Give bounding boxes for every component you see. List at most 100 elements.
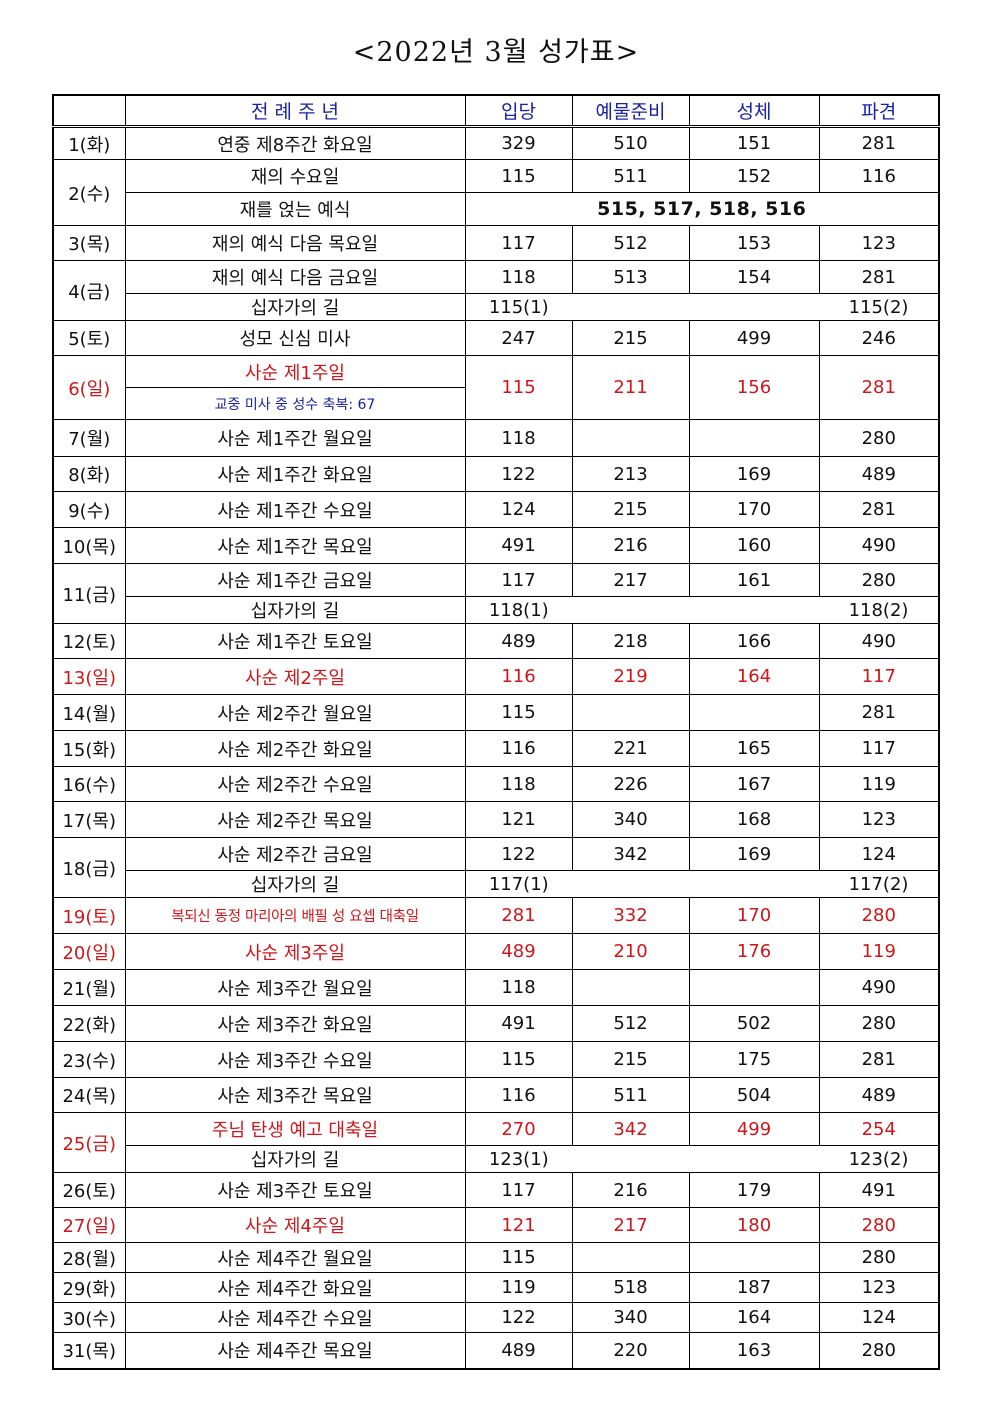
communion-cell [688,1242,820,1273]
date-cell: 4(금) [52,260,126,321]
empty-cell [572,1145,819,1173]
dismissal-cell: 246 [818,320,940,356]
entrance-cell: 118 [464,419,573,457]
date-cell: 22(화) [52,1005,126,1042]
way-of-cross-row: 십자가의 길 118(1) 118(2) [53,596,940,624]
header-date [52,94,126,128]
liturgy-cell: 사순 제1주간 월요일 [124,419,466,457]
communion-cell: 163 [688,1332,820,1369]
communion-cell [688,694,820,731]
dismissal-cell: 280 [818,1242,940,1273]
offertory-cell: 340 [571,1302,690,1333]
dismissal-cell: 119 [818,766,940,802]
table-row: 30(수) 사순 제4주간 수요일 122 340 164 124 [52,1302,940,1333]
dismissal-cell: 490 [818,623,940,659]
communion-cell [688,419,820,457]
date-cell: 13(일) [52,658,126,695]
liturgy-cell: 사순 제4주간 화요일 [124,1272,466,1303]
offertory-cell: 220 [571,1332,690,1369]
entrance-cell: 491 [464,527,573,564]
header-communion: 성체 [688,94,820,128]
table-row: 18(금) 사순 제2주간 금요일 122 342 169 124 [52,837,940,898]
table-row: 17(목) 사순 제2주간 목요일 121 340 168 123 [52,801,940,838]
table-row: 5(토) 성모 신심 미사 247 215 499 246 [52,320,940,356]
liturgy-cell: 사순 제4주간 수요일 [124,1302,466,1333]
liturgy-cell: 복되신 동정 마리아의 배필 성 요셉 대축일 [124,897,466,934]
offertory-cell: 215 [571,320,690,356]
dismissal-cell: 124 [818,1302,940,1333]
entrance-cell: 117 [464,1172,573,1208]
offertory-cell: 342 [571,837,690,871]
header-offertory: 예물준비 [571,94,690,128]
liturgy-cell: 십자가의 길 [124,870,466,898]
dismissal-cell: 490 [818,969,940,1006]
table-row: 25(금) 주님 탄생 예고 대축일 270 342 499 254 [52,1112,940,1173]
offertory-cell: 510 [571,126,690,160]
communion-cell: 187 [688,1272,820,1303]
way-end-cell: 123(2) [819,1145,940,1173]
date-cell: 10(목) [52,527,126,564]
liturgy-cell: 사순 제1주간 화요일 [124,456,466,492]
table-row: 12(토) 사순 제1주간 토요일 489 218 166 490 [52,623,940,659]
table-row: 27(일) 사순 제4주일 121 217 180 280 [52,1207,940,1243]
communion-cell: 151 [688,126,820,160]
offertory-cell: 215 [571,491,690,528]
date-cell: 19(토) [52,897,126,934]
liturgy-cell: 사순 제2주간 목요일 [124,801,466,838]
entrance-cell: 119 [464,1272,573,1303]
table-row: 16(수) 사순 제2주간 수요일 118 226 167 119 [52,766,940,802]
liturgy-cell: 재의 예식 다음 목요일 [124,225,466,261]
offertory-cell: 511 [571,1077,690,1113]
communion-cell: 164 [688,1302,820,1333]
table-row: 23(수) 사순 제3주간 수요일 115 215 175 281 [52,1041,940,1078]
liturgy-cell: 십자가의 길 [124,1145,466,1173]
dismissal-cell: 281 [818,1041,940,1078]
offertory-cell: 213 [571,456,690,492]
dismissal-cell: 491 [818,1172,940,1208]
dismissal-cell: 280 [818,1005,940,1042]
liturgy-cell: 사순 제2주일 [124,658,466,695]
offertory-cell: 216 [571,527,690,564]
communion-cell: 165 [688,730,820,767]
communion-cell: 167 [688,766,820,802]
date-cell: 26(토) [52,1172,126,1208]
liturgy-cell: 재의 수요일 [124,159,466,193]
communion-cell: 176 [688,933,820,970]
way-end-cell: 115(2) [819,293,940,321]
offertory-cell: 340 [571,801,690,838]
dismissal-cell: 280 [818,897,940,934]
dismissal-cell: 254 [818,1112,940,1146]
table-row: 15(화) 사순 제2주간 화요일 116 221 165 117 [52,730,940,767]
table-row: 28(월) 사순 제4주간 월요일 115 280 [52,1242,940,1273]
dismissal-cell: 116 [818,159,940,193]
communion-cell: 164 [688,658,820,695]
dismissal-cell: 123 [818,801,940,838]
date-cell: 1(화) [52,126,126,160]
liturgy-cell: 사순 제1주간 수요일 [124,491,466,528]
date-cell: 7(월) [52,419,126,457]
dismissal-cell: 281 [818,355,940,420]
entrance-cell: 116 [464,730,573,767]
table-row: 13(일) 사순 제2주일 116 219 164 117 [52,658,940,695]
liturgy-cell: 사순 제3주간 화요일 [124,1005,466,1042]
liturgy-cell: 연중 제8주간 화요일 [124,126,466,160]
offertory-cell: 518 [571,1272,690,1303]
dismissal-cell: 124 [818,837,940,871]
communion-cell: 170 [688,897,820,934]
offertory-cell [571,969,690,1006]
communion-cell: 169 [688,837,820,871]
liturgy-cell: 십자가의 길 [124,596,466,624]
way-of-cross-row: 십자가의 길 117(1) 117(2) [53,870,940,898]
entrance-cell: 122 [464,837,573,871]
communion-cell: 502 [688,1005,820,1042]
dismissal-cell: 119 [818,933,940,970]
table-row: 재를 얹는 예식 515, 517, 518, 516 [53,192,940,226]
liturgy-cell: 사순 제1주간 토요일 [124,623,466,659]
date-cell: 18(금) [52,837,126,898]
liturgy-cell: 사순 제3주간 월요일 [124,969,466,1006]
table-row: 31(목) 사순 제4주간 목요일 489 220 163 280 [52,1332,940,1369]
offertory-cell: 210 [571,933,690,970]
table-row: 교중 미사 중 성수 축복: 67 [53,387,939,420]
entrance-cell: 121 [464,801,573,838]
dismissal-cell: 117 [818,658,940,695]
